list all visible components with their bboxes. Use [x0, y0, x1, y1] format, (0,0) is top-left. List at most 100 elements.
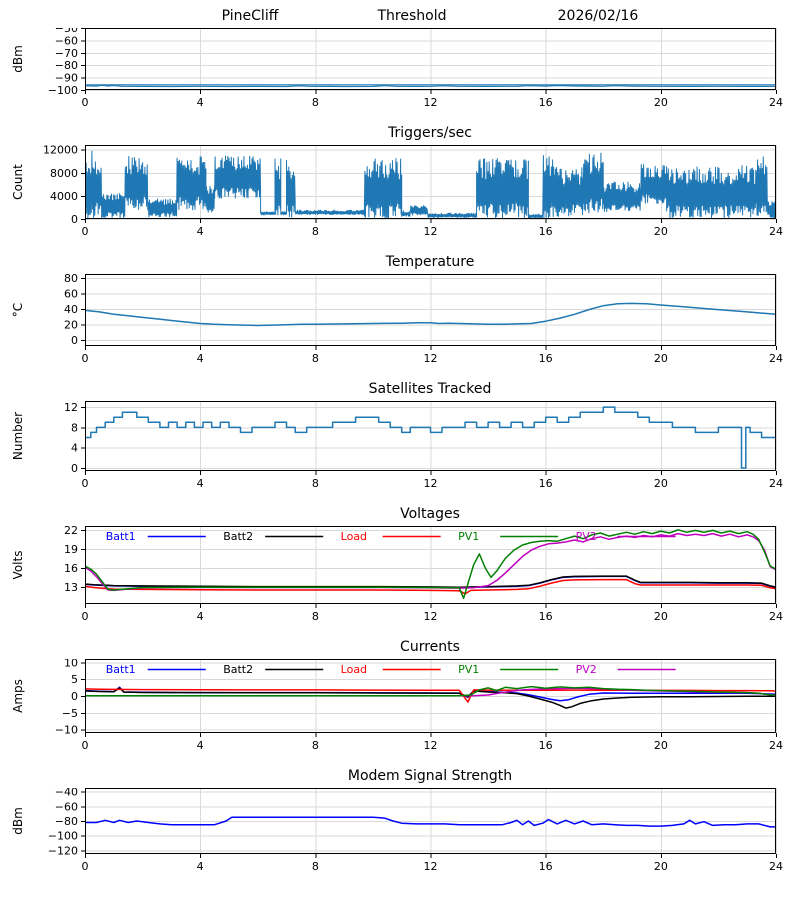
gridlines — [85, 28, 777, 91]
svg-text:16: 16 — [539, 352, 553, 365]
tick-labels: 0 4000 8000 12000 0 4 8 12 16 20 24 — [43, 145, 783, 238]
svg-text:8000: 8000 — [50, 167, 78, 180]
svg-text:−10: −10 — [55, 724, 78, 737]
series-group — [85, 816, 776, 828]
gridlines — [85, 526, 777, 604]
plot-date: 2026/02/16 — [557, 8, 639, 24]
y-axis-label: Count — [11, 164, 25, 200]
chart-title-text: Temperature — [385, 254, 475, 270]
series-PV1 — [85, 529, 776, 600]
svg-text:0: 0 — [71, 462, 78, 475]
chart-title-text: Modem Signal Strength — [347, 768, 513, 784]
svg-text:12: 12 — [64, 401, 78, 414]
plot-satellites: 0 4 8 12 0 4 8 12 16 20 24 Number — [11, 401, 783, 490]
plot-border — [85, 401, 776, 471]
legend: Batt1 Batt2 Load PV1 PV2 — [106, 530, 676, 543]
chart-panel-temperature: Temperature 0 20 40 60 80 0 4 8 12 16 20 24 °C — [0, 252, 800, 366]
svg-text:24: 24 — [769, 610, 783, 623]
legend-label-Load: Load — [341, 663, 367, 676]
legend-label-Batt1: Batt1 — [106, 663, 136, 676]
svg-text:0: 0 — [82, 610, 89, 623]
svg-text:12: 12 — [424, 477, 438, 490]
svg-text:20: 20 — [654, 739, 668, 752]
tick-labels: 13 16 19 22 0 4 8 12 16 20 24 — [64, 526, 783, 623]
legend-label-PV1: PV1 — [458, 530, 479, 543]
tick-labels: 0 20 40 60 80 0 4 8 12 16 20 24 — [64, 274, 783, 365]
svg-text:4000: 4000 — [50, 190, 78, 203]
tick-labels: −120−100 −80 −60−40 0 4 8 12 16 20 24 — [48, 788, 783, 873]
chart-panel-modem: Modem Signal Strength −120 −100 −80 −60 −40 0 4… — [0, 766, 800, 874]
plot-label: Threshold — [377, 8, 447, 24]
svg-text:24: 24 — [769, 96, 783, 109]
series-Batt2 — [85, 575, 776, 588]
svg-text:12: 12 — [424, 739, 438, 752]
svg-text:0: 0 — [82, 860, 89, 873]
svg-text:−80: −80 — [55, 59, 78, 72]
plot-border — [85, 526, 776, 604]
chart-title-temperature: Temperature — [0, 252, 800, 274]
plot-border — [85, 145, 776, 219]
svg-text:4: 4 — [197, 739, 204, 752]
plot-triggers: 0 4000 8000 12000 0 4 8 12 16 20 24 Count — [11, 145, 783, 238]
svg-text:12: 12 — [424, 860, 438, 873]
plot-currents: Batt1 Batt2 Load PV1 PV2 −10 −5 0 5 10 0 4 8 12 16 20 24… — [11, 659, 783, 752]
svg-text:24: 24 — [769, 860, 783, 873]
y-axis-label: Amps — [11, 679, 25, 713]
svg-text:−100: −100 — [48, 84, 78, 97]
tick-labels: 0 4 8 12 0 4 8 12 16 20 24 — [64, 401, 783, 490]
svg-text:60: 60 — [64, 287, 78, 300]
chart-title-currents: Currents — [0, 637, 800, 659]
legend-label-PV1: PV1 — [458, 663, 479, 676]
y-axis-label: Volts — [11, 551, 25, 580]
svg-text:8: 8 — [312, 352, 319, 365]
svg-text:−90: −90 — [55, 72, 78, 85]
svg-text:13: 13 — [64, 581, 78, 594]
plot-threshold: −100−90−80−70−60−50 0 4 8 12 16 20 24 dBm — [11, 28, 783, 109]
svg-text:−40: −40 — [55, 788, 78, 799]
legend-label-Load: Load — [341, 530, 367, 543]
svg-text:−100: −100 — [48, 830, 78, 843]
ticks — [81, 529, 777, 608]
svg-text:4: 4 — [197, 610, 204, 623]
svg-text:16: 16 — [64, 562, 78, 575]
svg-text:8: 8 — [312, 96, 319, 109]
svg-text:0: 0 — [82, 739, 89, 752]
telemetry-chart-stack: PineCliff Threshold 2026/02/16 −100 −90 −80 −7… — [0, 8, 800, 874]
gridlines — [85, 788, 777, 854]
svg-text:8: 8 — [312, 477, 319, 490]
chart-title-triggers: Triggers/sec — [0, 123, 800, 145]
chart-panel-satellites: Satellites Tracked 0 4 8 12 0 4 8 12 16 20 24 Number — [0, 379, 800, 491]
svg-text:0: 0 — [71, 334, 78, 347]
svg-text:20: 20 — [64, 318, 78, 331]
chart-title-text: Currents — [400, 639, 460, 655]
svg-text:4: 4 — [197, 860, 204, 873]
svg-text:16: 16 — [539, 739, 553, 752]
plot-temperature: 0 20 40 60 80 0 4 8 12 16 20 24 °C — [11, 274, 783, 365]
series-satellites — [85, 406, 776, 469]
svg-text:0: 0 — [82, 96, 89, 109]
chart-panel-triggers: Triggers/sec 0 4000 8000 12000 0 4 8 12 16 20 24 Cou… — [0, 123, 800, 239]
chart-title-text: Satellites Tracked — [368, 381, 492, 397]
svg-text:0: 0 — [71, 690, 78, 703]
series-modem-rssi — [85, 816, 776, 828]
plot-voltages: Batt1 Batt2 Load PV1 PV2 13 16 19 22 0 4 8 12 16 20 24 V… — [11, 526, 783, 623]
svg-text:−60: −60 — [55, 800, 78, 813]
svg-text:−50: −50 — [55, 28, 78, 35]
svg-text:20: 20 — [654, 860, 668, 873]
series-group — [85, 406, 776, 469]
chart-title-modem: Modem Signal Strength — [0, 766, 800, 788]
plot-modem: −120−100 −80 −60−40 0 4 8 12 16 20 24 dBm — [11, 788, 783, 873]
svg-text:5: 5 — [71, 673, 78, 686]
svg-text:12000: 12000 — [43, 145, 78, 157]
legend-label-Batt2: Batt2 — [223, 530, 253, 543]
svg-text:4: 4 — [197, 477, 204, 490]
svg-text:4: 4 — [71, 442, 78, 455]
svg-text:80: 80 — [64, 274, 78, 285]
series-Load — [85, 578, 776, 595]
svg-text:24: 24 — [769, 352, 783, 365]
ticks — [81, 791, 777, 858]
svg-text:16: 16 — [539, 477, 553, 490]
svg-text:16: 16 — [539, 860, 553, 873]
svg-text:19: 19 — [64, 543, 78, 556]
svg-text:−60: −60 — [55, 34, 78, 47]
